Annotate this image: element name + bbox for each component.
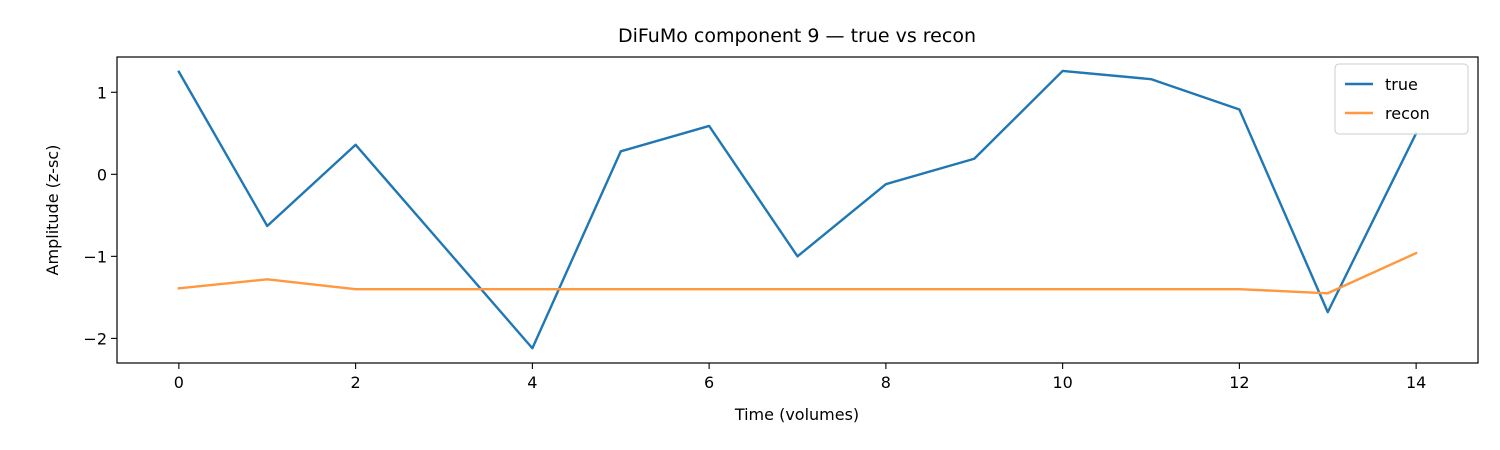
y-axis: −2 −1 0 1 xyxy=(83,83,117,348)
legend-label-recon: recon xyxy=(1385,104,1430,123)
legend-label-true: true xyxy=(1385,75,1418,94)
x-tick-label: 4 xyxy=(527,373,537,392)
x-tick-label: 6 xyxy=(704,373,714,392)
x-tick-label: 0 xyxy=(174,373,184,392)
y-tick-label: −1 xyxy=(83,247,107,266)
y-tick-label: −2 xyxy=(83,329,107,348)
legend-box xyxy=(1334,63,1469,135)
x-tick-label: 12 xyxy=(1229,373,1249,392)
y-tick-label: 0 xyxy=(97,165,107,184)
x-tick-label: 14 xyxy=(1406,373,1426,392)
x-tick-label: 2 xyxy=(351,373,361,392)
series-line-true xyxy=(177,69,1418,350)
x-axis: 0 2 4 6 8 10 12 14 xyxy=(174,363,1426,392)
chart-title: DiFuMo component 9 — true vs recon xyxy=(618,25,976,47)
plot-frame xyxy=(116,56,1479,364)
y-tick-label: 1 xyxy=(97,83,107,102)
x-tick-label: 8 xyxy=(881,373,891,392)
x-axis-label: Time (volumes) xyxy=(734,405,859,424)
series-line-recon xyxy=(177,251,1418,295)
legend: true recon xyxy=(1334,63,1469,135)
y-axis-label: Amplitude (z-sc) xyxy=(43,145,62,276)
plot-area xyxy=(177,69,1418,350)
x-tick-label: 10 xyxy=(1052,373,1072,392)
